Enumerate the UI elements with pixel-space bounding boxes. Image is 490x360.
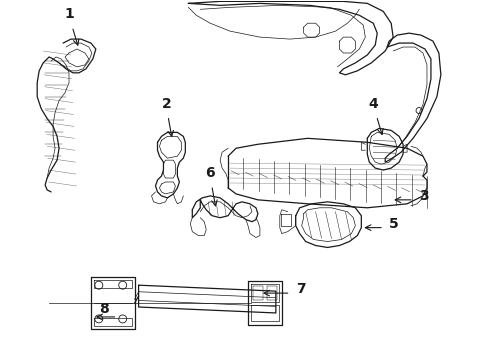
Text: 6: 6	[205, 166, 215, 180]
Text: 2: 2	[162, 96, 172, 111]
Text: 4: 4	[368, 96, 378, 111]
Text: 7: 7	[295, 282, 305, 296]
Text: 5: 5	[389, 217, 399, 231]
Text: 3: 3	[419, 189, 429, 203]
Text: 1: 1	[64, 7, 74, 21]
Text: 8: 8	[99, 302, 109, 316]
